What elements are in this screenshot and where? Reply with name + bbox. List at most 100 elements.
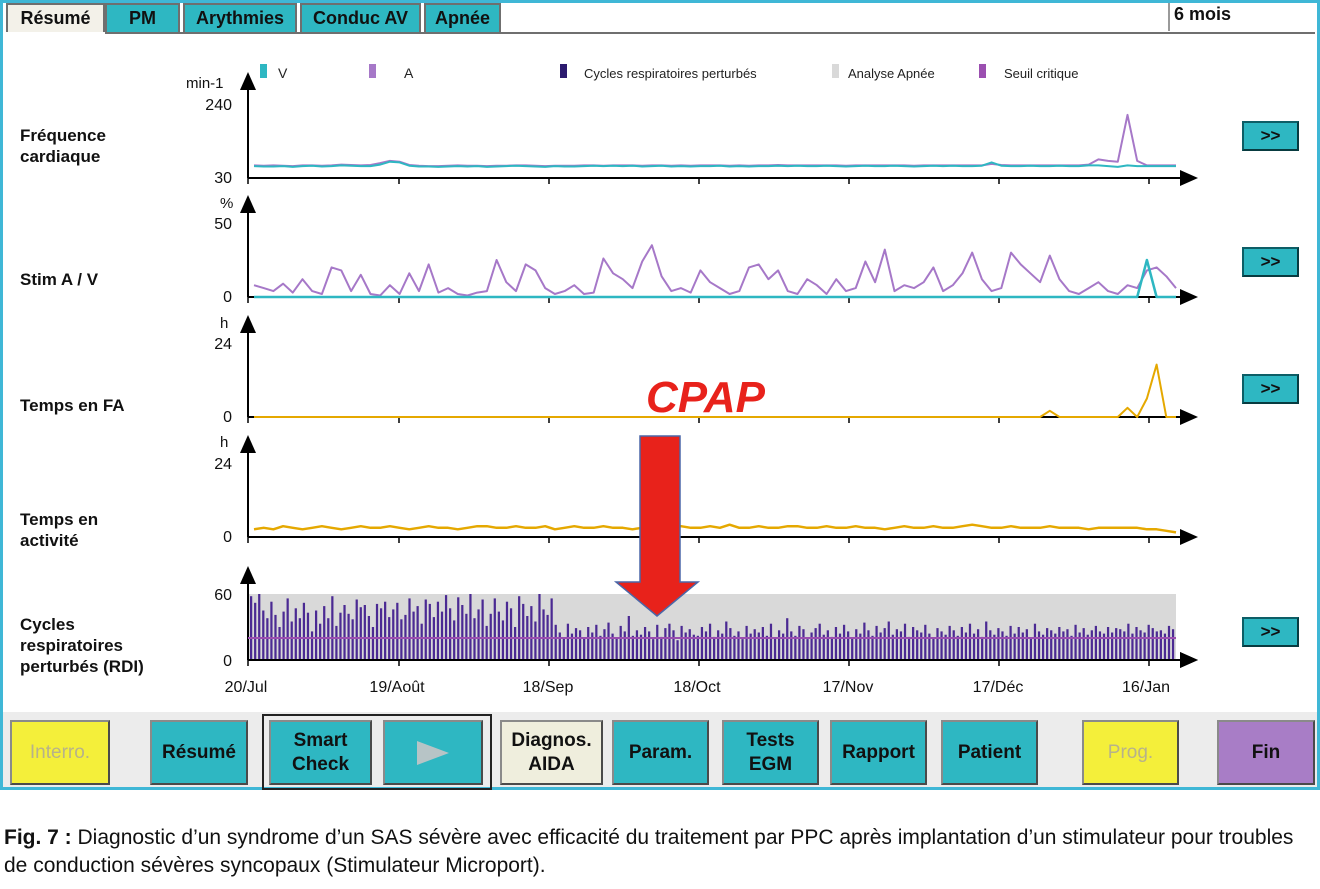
rdi-bar [1050,630,1053,660]
rdi-bar [676,640,679,660]
x-tick-label: 16/Jan [1122,679,1170,696]
rdi-bar [286,598,289,660]
x-tick-label: 19/Août [369,679,425,696]
rdi-bar [668,623,671,660]
rapport-button[interactable]: Rapport [830,720,927,785]
tab-apnee[interactable]: Apnée [424,3,501,32]
rdi-bar [1159,630,1162,660]
rdi-bar [1078,632,1081,660]
rdi-bar [603,629,606,660]
rdi-bar [477,609,480,660]
rdi-bar [652,639,655,660]
rdi-bar [331,596,334,660]
rdi-bar [1082,628,1085,660]
patient-button[interactable]: Patient [941,720,1038,785]
cpap-annotation: CPAP [646,373,766,422]
rdi-bar [1094,625,1097,660]
rdi-bar [660,636,663,660]
x-axis-labels: 20/Jul 19/Août 18/Sep 18/Oct 17/Nov 17/D… [225,679,1170,696]
rdi-bar [944,634,947,660]
rdi-bar [428,603,431,660]
rdi-bar [985,621,988,660]
rdi-bar [737,631,740,660]
ymax-stim: 50 [214,216,232,233]
rdi-bar [562,638,565,660]
rdi-bar [1147,624,1150,660]
param-button[interactable]: Param. [612,720,709,785]
rdi-bar [859,633,862,660]
rdi-bar [550,598,553,660]
rdi-bar [1102,633,1106,660]
x-tick-label: 17/Déc [973,679,1024,696]
legend-swatch-threshold [979,64,986,78]
rdi-bar [530,606,533,660]
play-button[interactable] [383,720,483,785]
caption-text: Diagnostic d’un syndrome d’un SAS sévère… [4,826,1294,877]
rdi-bar [855,629,858,660]
rdi-bar [1062,631,1065,660]
series-line-stim-a [253,244,1177,297]
tab-pm[interactable]: PM [105,3,180,32]
rdi-bar [1074,624,1077,660]
rdi-bar [400,619,403,660]
legend-label-threshold: Seuil critique [1004,66,1078,81]
rdi-bar [1127,623,1130,660]
series-line-v [253,160,1176,168]
rdi-bar [607,622,610,660]
rdi-bar [1021,632,1024,660]
smart-check-button[interactable]: Smart Check [269,720,372,785]
rdi-bar [1090,630,1093,660]
tests-egm-button[interactable]: Tests EGM [722,720,819,785]
rdi-bar [327,618,330,660]
rdi-bar [972,633,976,660]
rdi-bar [416,606,419,660]
expand-stim-button[interactable]: >> [1242,247,1299,277]
rdi-bar [704,631,708,660]
rdi-bar [518,596,521,660]
fin-button[interactable]: Fin [1217,720,1315,785]
rdi-bar [1086,634,1089,660]
rdi-bar [1163,633,1167,660]
rdi-bar [558,632,561,660]
rdi-bar [672,630,675,660]
rdi-bar [907,636,911,660]
rdi-bar [713,636,716,660]
rdi-bar [343,605,346,660]
rdi-bar [684,632,687,660]
rdi-bar [298,618,301,660]
legend-label-v: V [278,65,288,81]
tab-conduc-av[interactable]: Conduc AV [300,3,421,32]
resume-button[interactable]: Résumé [150,720,248,785]
expand-af-button[interactable]: >> [1242,374,1299,404]
diagnos-aida-button[interactable]: Diagnos. AIDA [500,720,603,785]
rdi-bar [566,623,570,660]
series-line-a [253,113,1176,168]
rdi-bar [976,629,980,660]
rdi-bar [1013,633,1016,660]
period-selector[interactable]: 6 mois [1168,3,1314,31]
rdi-bar [842,624,846,660]
tab-arythmies[interactable]: Arythmies [183,3,297,32]
ymax-activity: 24 [214,456,232,473]
tab-resume[interactable]: Résumé [6,3,105,32]
rdi-bar [424,599,427,660]
rdi-bar [599,635,602,660]
rdi-bar [883,628,886,660]
rdi-bar [412,611,415,660]
rdi-bar [319,623,322,660]
expand-heart-rate-button[interactable]: >> [1242,121,1299,151]
expand-rdi-button[interactable]: >> [1242,617,1299,647]
rdi-bar [501,620,505,660]
rdi-bar [509,608,513,660]
row-label-af-time: Temps en FA [20,396,125,415]
rdi-bar [725,621,728,660]
interro-button[interactable]: Interro. [10,720,110,785]
series-line-fa [254,363,1176,418]
prog-button[interactable]: Prog. [1082,720,1179,785]
legend-label-apnea: Analyse Apnée [848,66,935,81]
rdi-bar [692,634,695,660]
rdi-bar [753,629,756,660]
tab-divider [105,32,1315,34]
ymin-stim: 0 [223,289,232,306]
rdi-bar [359,607,362,660]
